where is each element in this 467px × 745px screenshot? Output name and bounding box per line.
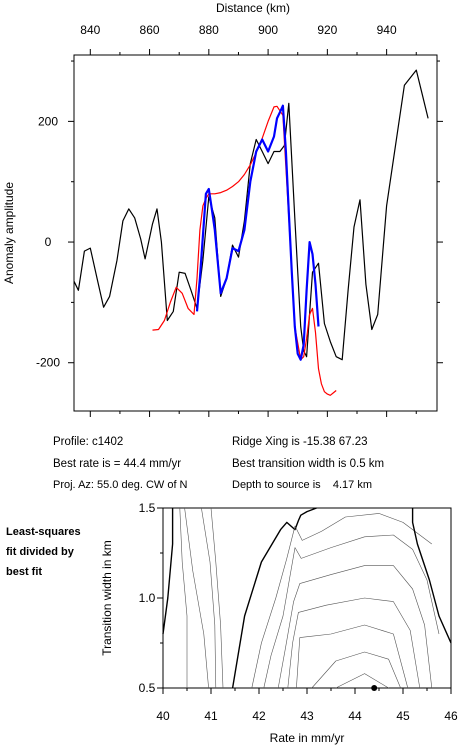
contour-line-major xyxy=(231,507,317,689)
best-rate-label: Best rate is = 44.4 mm/yr xyxy=(53,458,182,470)
profile-label: Profile: c1402 xyxy=(53,436,124,448)
fitted-segment-line xyxy=(195,104,320,361)
width-tick-label: 1.5 xyxy=(139,501,156,515)
contour-line xyxy=(277,565,433,689)
best-transition-width-label: Best transition width is 0.5 km xyxy=(232,458,385,470)
width-tick-label: 0.5 xyxy=(139,681,156,695)
top-plot-frame xyxy=(73,54,438,412)
observed-anomaly-line xyxy=(73,69,429,361)
rate-tick-label: 43 xyxy=(300,709,314,723)
y-tick-label: 0 xyxy=(45,235,52,249)
anomaly-profile-chart: Distance (km) Anomaly amplitude 840 860 88… xyxy=(2,1,443,417)
top-x-axis-label: Distance (km) xyxy=(216,1,290,15)
contour-line xyxy=(296,624,409,689)
x-tick-label: 880 xyxy=(199,23,219,37)
rate-tick-label: 41 xyxy=(204,709,218,723)
ridge-crossing-label: Ridge Xing is -15.38 67.23 xyxy=(232,436,368,448)
x-tick-label: 920 xyxy=(317,23,337,37)
bottom-y-axis-label: Transition width in km xyxy=(100,540,114,656)
x-tick-label: 840 xyxy=(80,23,100,37)
contour-line xyxy=(184,507,209,689)
misfit-caption-line: Least-squares xyxy=(6,526,81,538)
misfit-caption-line: best fit xyxy=(6,566,43,578)
rate-tick-label: 45 xyxy=(396,709,410,723)
rate-tick-label: 40 xyxy=(156,709,170,723)
rate-tick-label: 46 xyxy=(444,709,458,723)
contour-line xyxy=(335,673,389,689)
x-tick-label: 900 xyxy=(258,23,278,37)
rate-tick-label: 44 xyxy=(348,709,362,723)
x-tick-label: 940 xyxy=(377,23,397,37)
misfit-contour-chart: Rate in mm/yr Transition width in km 40 4… xyxy=(100,501,458,745)
contour-line xyxy=(210,507,224,689)
projection-azimuth-label: Proj. Az: 55.0 deg. CW of N xyxy=(53,479,188,491)
contour-line-major xyxy=(411,508,452,644)
contour-line xyxy=(179,507,188,688)
y-tick-label: 200 xyxy=(38,114,58,128)
width-tick-label: 1.0 xyxy=(139,591,156,605)
misfit-caption-line: fit divided by xyxy=(6,546,74,558)
x-tick-label: 860 xyxy=(140,23,160,37)
y-tick-label: -200 xyxy=(36,356,60,370)
contour-line xyxy=(201,507,217,689)
contour-line xyxy=(251,513,432,689)
rate-tick-label: 42 xyxy=(252,709,266,723)
contour-line xyxy=(263,534,440,689)
top-y-axis-label: Anomaly amplitude xyxy=(2,182,16,284)
misfit-caption: Least-squares fit divided by best fit xyxy=(6,522,81,582)
contour-line xyxy=(311,651,401,689)
contour-line xyxy=(287,597,421,689)
bottom-x-axis-label: Rate in mm/yr xyxy=(270,731,345,745)
source-depth-label: Depth to source is 4.17 km xyxy=(232,479,373,491)
best-fit-marker xyxy=(371,685,378,691)
contour-line-major xyxy=(162,508,174,635)
